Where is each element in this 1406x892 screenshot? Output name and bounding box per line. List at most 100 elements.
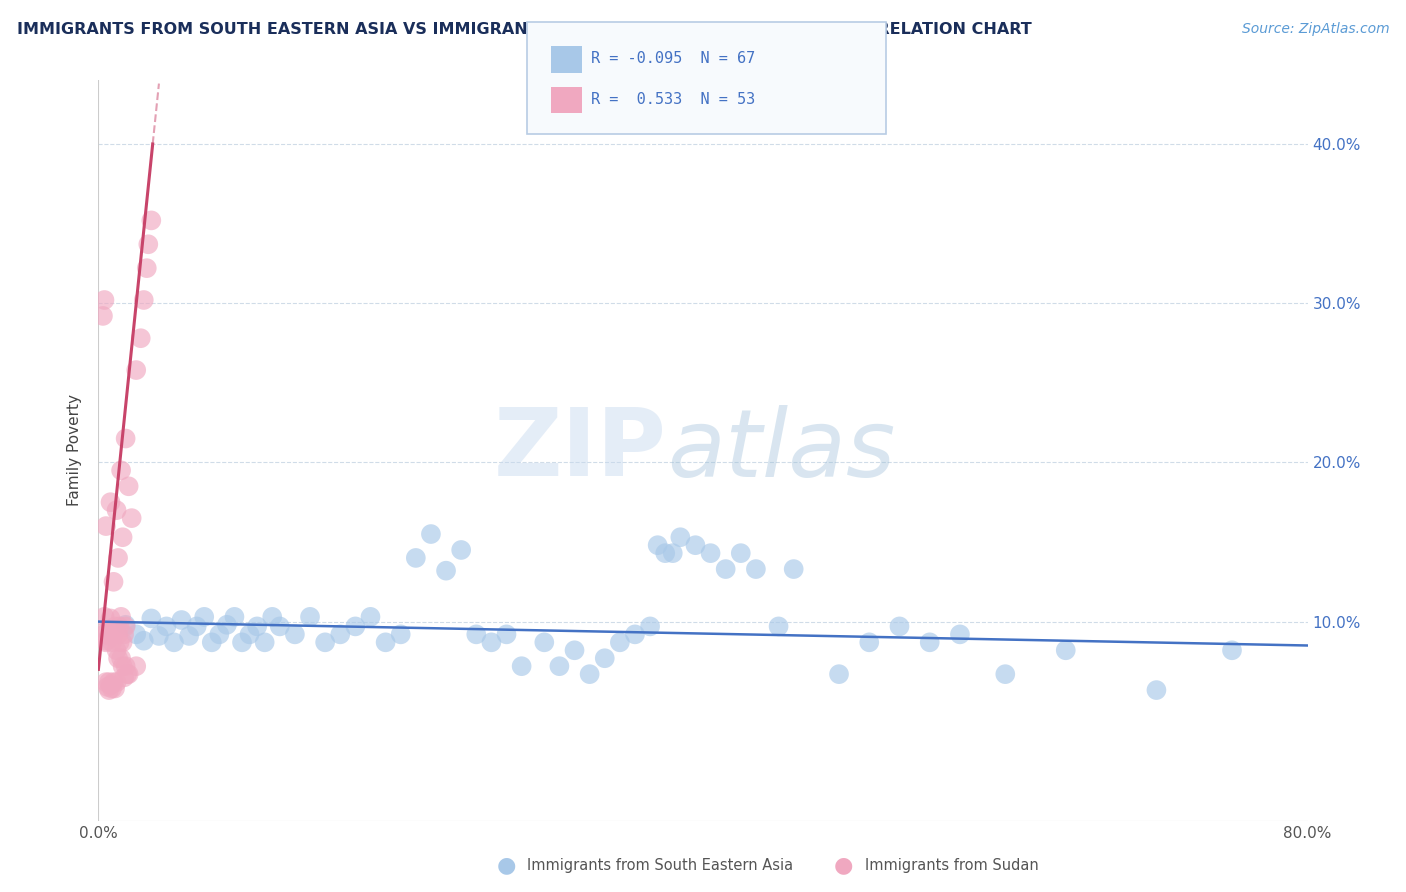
Point [609,635,631,649]
Point [111,530,134,544]
Point [224,610,246,624]
Point [132,293,155,307]
Point [889,619,911,633]
Point [564,643,586,657]
Point [510,659,533,673]
Point [110,651,132,665]
Point [118,479,141,493]
Point [1327,635,1350,649]
Point [132,633,155,648]
Point [114,619,136,633]
Point [465,627,488,641]
Point [246,619,269,633]
Point [858,635,880,649]
Point [1054,643,1077,657]
Point [96,623,118,637]
Point [112,627,135,641]
Point [179,629,201,643]
Point [91,309,114,323]
Point [495,627,517,641]
Point [111,659,134,673]
Point [299,610,322,624]
Point [450,543,472,558]
Point [389,627,412,641]
Point [314,635,336,649]
Point [578,667,600,681]
Point [201,635,224,649]
Point [253,635,276,649]
Point [96,680,118,694]
Point [110,463,132,477]
Point [108,619,131,633]
Point [344,619,367,633]
Text: ZIP: ZIP [494,404,666,497]
Point [103,627,125,641]
Point [135,261,157,276]
Point [100,678,122,692]
Point [103,675,125,690]
Point [93,627,115,641]
Point [100,495,122,509]
Point [141,611,163,625]
Text: atlas: atlas [666,405,896,496]
Point [533,635,555,649]
Point [93,610,115,624]
Point [98,629,121,643]
Point [918,635,941,649]
Point [98,683,121,698]
Text: IMMIGRANTS FROM SOUTH EASTERN ASIA VS IMMIGRANTS FROM SUDAN FAMILY POVERTY CORRE: IMMIGRANTS FROM SOUTH EASTERN ASIA VS IM… [17,22,1032,37]
Text: ●: ● [496,855,516,875]
Point [94,519,117,533]
Point [114,659,136,673]
Point [114,432,136,446]
Point [638,619,661,633]
Point [1144,683,1167,698]
Point [215,617,238,632]
Point [374,635,396,649]
Point [685,538,707,552]
Point [193,610,215,624]
Point [93,293,115,307]
Point [121,511,143,525]
Point [1220,643,1243,657]
Point [125,627,148,641]
Point [155,619,177,633]
Text: ●: ● [834,855,853,875]
Point [94,633,117,648]
Point [170,613,193,627]
Text: R =  0.533  N = 53: R = 0.533 N = 53 [591,92,755,106]
Point [98,675,121,690]
Point [730,546,752,560]
Text: Immigrants from South Eastern Asia: Immigrants from South Eastern Asia [527,858,793,872]
Point [329,627,352,641]
Point [405,550,427,565]
Point [262,610,284,624]
Point [994,667,1017,681]
Point [105,643,128,657]
Point [647,538,669,552]
Point [148,629,170,643]
Point [125,659,148,673]
Text: Immigrants from Sudan: Immigrants from Sudan [865,858,1039,872]
Point [828,667,851,681]
Text: Source: ZipAtlas.com: Source: ZipAtlas.com [1241,22,1389,37]
Y-axis label: Family Poverty: Family Poverty [67,394,83,507]
Point [949,627,972,641]
Point [434,564,457,578]
Point [101,635,124,649]
Point [593,651,616,665]
Point [111,635,134,649]
Point [101,681,124,696]
Point [699,546,721,560]
Point [94,675,117,690]
Point [669,530,692,544]
Point [104,619,127,633]
Point [108,635,131,649]
Point [745,562,768,576]
Point [231,635,253,649]
Point [654,546,676,560]
Point [783,562,806,576]
Text: R = -0.095  N = 67: R = -0.095 N = 67 [591,52,755,66]
Point [129,331,152,345]
Point [624,627,647,641]
